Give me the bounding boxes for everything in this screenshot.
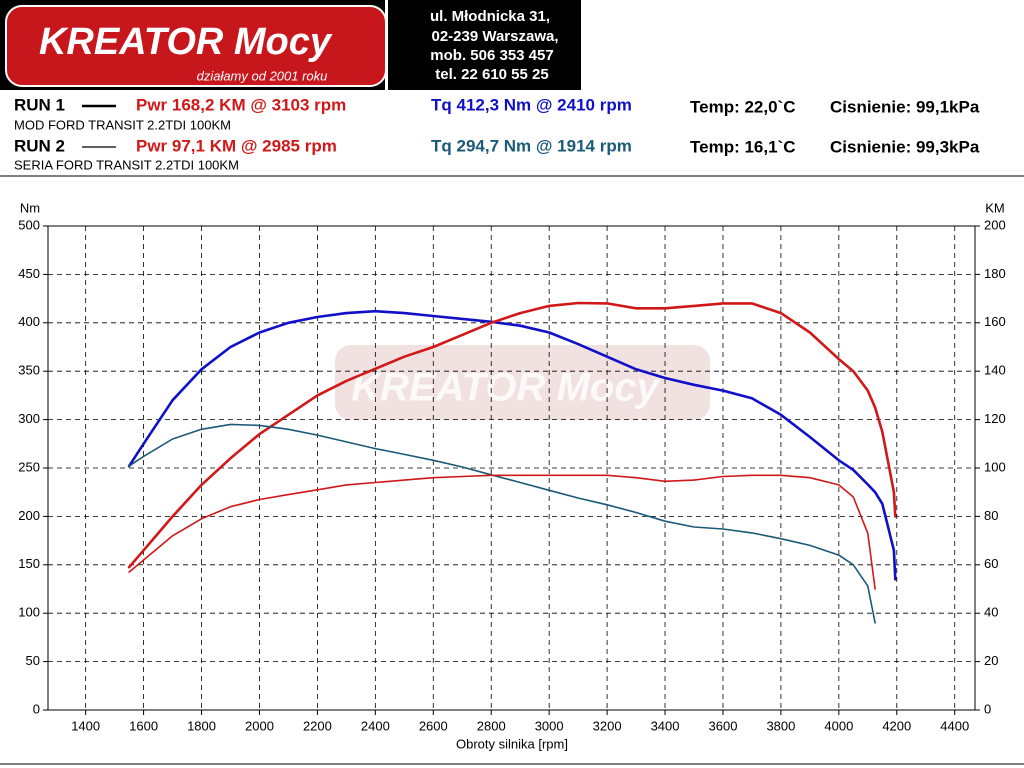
run-temp: Temp: 22,0`C (690, 97, 796, 116)
y2-tick-label: 80 (984, 508, 998, 523)
run-temp: Temp: 16,1`C (690, 137, 796, 156)
series-line (128, 474, 876, 590)
y2-tick-label: 60 (984, 556, 998, 571)
y-tick-label: 400 (18, 314, 40, 329)
x-tick-label: 3800 (766, 718, 795, 733)
x-tick-label: 2000 (245, 718, 274, 733)
watermark-badge (335, 345, 710, 420)
y2-tick-label: 160 (984, 314, 1006, 329)
watermark: KREATOR Mocy (351, 366, 660, 410)
x-tick-label: 3200 (593, 718, 622, 733)
x-tick-label: 4000 (824, 718, 853, 733)
y2-tick-label: 180 (984, 266, 1006, 281)
x-tick-label: 3000 (535, 718, 564, 733)
series-line (128, 423, 876, 624)
run-pressure: Cisnienie: 99,1kPa (830, 97, 980, 116)
address-line: mob. 506 353 457 (430, 47, 553, 64)
x-tick-label: 2200 (303, 718, 332, 733)
y2-tick-label: 0 (984, 701, 991, 716)
x-tick-label: 2600 (419, 718, 448, 733)
plot-frame (47, 225, 976, 711)
address-line: tel. 22 610 55 25 (435, 66, 548, 83)
run-label: RUN 1 (14, 95, 65, 114)
logo: KREATOR Mocy (39, 21, 333, 63)
y-tick-label: 500 (18, 217, 40, 232)
x-axis-label: Obroty silnika [rpm] (456, 736, 568, 751)
run-pressure: Cisnienie: 99,3kPa (830, 137, 980, 156)
y-axis-label: Nm (20, 200, 40, 215)
slogan: działamy od 2001 roku (197, 68, 328, 83)
y-tick-label: 250 (18, 459, 40, 474)
run-torque: Tq 412,3 Nm @ 2410 rpm (431, 95, 632, 114)
logo-badge (5, 5, 387, 87)
x-tick-label: 1600 (129, 718, 158, 733)
y-tick-label: 350 (18, 363, 40, 378)
x-tick-label: 4200 (882, 718, 911, 733)
y-tick-label: 300 (18, 411, 40, 426)
x-tick-label: 3600 (709, 718, 738, 733)
y2-tick-label: 20 (984, 653, 998, 668)
run-torque: Tq 294,7 Nm @ 1914 rpm (431, 136, 632, 155)
x-tick-label: 2800 (477, 718, 506, 733)
y-tick-label: 200 (18, 508, 40, 523)
run-description: MOD FORD TRANSIT 2.2TDI 100KM (14, 117, 231, 132)
address-line: ul. Młodnicka 31, (430, 8, 550, 25)
y2-tick-label: 120 (984, 411, 1006, 426)
y-tick-label: 0 (33, 701, 40, 716)
address-line: 02-239 Warszawa, (431, 28, 558, 45)
x-tick-label: 2400 (361, 718, 390, 733)
x-tick-label: 4400 (940, 718, 969, 733)
run-power: Pwr 168,2 KM @ 3103 rpm (136, 95, 346, 114)
y-tick-label: 50 (26, 653, 40, 668)
y2-tick-label: 200 (984, 217, 1006, 232)
x-tick-label: 1400 (71, 718, 100, 733)
y2-tick-label: 140 (984, 363, 1006, 378)
y-tick-label: 100 (18, 605, 40, 620)
series-line (127, 301, 897, 569)
y-tick-label: 150 (18, 556, 40, 571)
y-tick-label: 450 (18, 266, 40, 281)
series-line (127, 309, 897, 581)
x-tick-label: 3400 (651, 718, 680, 733)
run-description: SERIA FORD TRANSIT 2.2TDI 100KM (14, 157, 239, 172)
plot-area: 0 50 100 150 200 250 300 350 400 450 500 0 20 40 60 80 1… (18, 217, 1005, 733)
y2-tick-label: 100 (984, 459, 1006, 474)
run-label: RUN 2 (14, 136, 65, 155)
y2-axis-label: KM (985, 200, 1005, 215)
y2-tick-label: 40 (984, 605, 998, 620)
run-power: Pwr 97,1 KM @ 2985 rpm (136, 136, 337, 155)
address-box (388, 0, 581, 90)
x-tick-label: 1800 (187, 718, 216, 733)
